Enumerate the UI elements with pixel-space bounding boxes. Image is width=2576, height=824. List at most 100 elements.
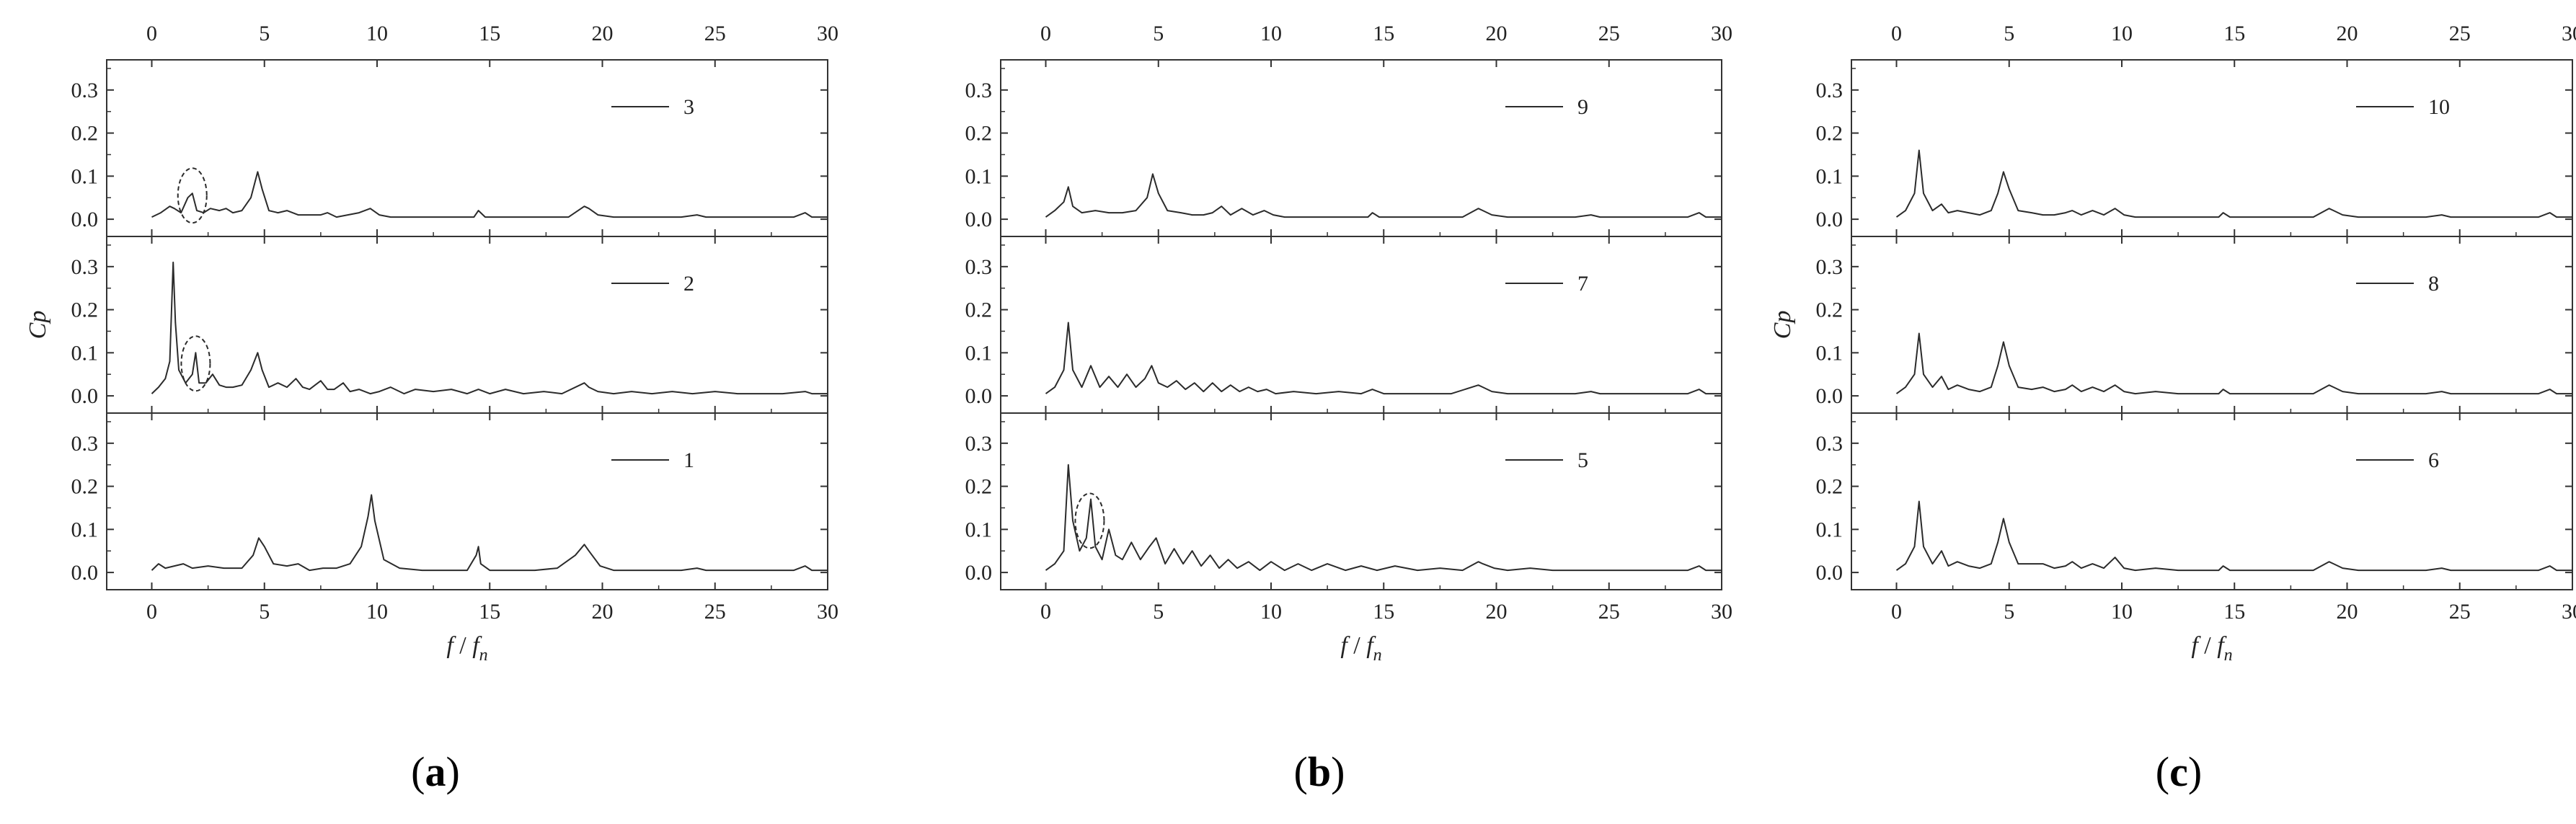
y-tick-label: 0.0 — [71, 208, 99, 231]
y-tick-label: 0.2 — [71, 122, 99, 146]
series-line-3 — [151, 171, 828, 218]
bottom-tick-label: 5 — [259, 600, 270, 624]
y-tick-label: 0.2 — [71, 298, 99, 322]
bottom-tick-label: 0 — [1040, 600, 1051, 624]
top-tick-label: 0 — [1891, 22, 1902, 45]
subplot-frame — [106, 236, 828, 414]
panel-label: (b) — [1294, 748, 1345, 795]
y-tick-label: 0.2 — [965, 298, 993, 322]
legend-label: 10 — [2428, 95, 2450, 119]
top-tick-label: 5 — [259, 22, 270, 45]
y-tick-label: 0.1 — [965, 518, 993, 541]
panel-label-close: ) — [2188, 748, 2202, 795]
top-tick-label: 15 — [1373, 22, 1394, 45]
panel-label: (a) — [411, 748, 460, 795]
series-line-10 — [1895, 149, 2572, 218]
series-line-1 — [151, 494, 828, 572]
x-axis-title-sub: n — [479, 646, 488, 665]
y-tick-label: 0.2 — [965, 122, 993, 146]
legend-label: 7 — [1577, 272, 1588, 296]
bottom-tick-label: 30 — [817, 600, 838, 624]
y-tick-label: 0.1 — [1816, 518, 1844, 541]
y-tick-label: 0.1 — [71, 341, 99, 365]
top-tick-label: 25 — [2449, 22, 2471, 45]
y-tick-label: 0.3 — [965, 79, 993, 102]
top-tick-label: 5 — [2004, 22, 2014, 45]
top-tick-label: 25 — [1598, 22, 1620, 45]
top-tick-label: 15 — [479, 22, 500, 45]
panel-label-open: ( — [411, 748, 425, 795]
y-tick-label: 0.3 — [71, 432, 99, 456]
x-axis-title: f / fn — [1340, 632, 1381, 665]
y-tick-label: 0.0 — [965, 208, 993, 231]
subplot-7: 0.0 0.1 0.2 0.3 7 — [965, 236, 1722, 414]
bottom-tick-label: 15 — [2223, 600, 2245, 624]
top-tick-label: 20 — [1486, 22, 1508, 45]
series-line-5 — [1045, 464, 1722, 572]
top-tick-label: 15 — [2223, 22, 2245, 45]
top-tick-label: 20 — [2337, 22, 2358, 45]
y-tick-label: 0.2 — [965, 475, 993, 499]
y-tick-label: 0.1 — [1816, 164, 1844, 188]
y-axis-title: Cp — [1769, 311, 1796, 340]
subplot-frame — [1000, 412, 1722, 590]
bottom-tick-label: 10 — [2111, 600, 2133, 624]
annotation-ellipse — [1074, 492, 1105, 549]
y-tick-label: 0.3 — [71, 79, 99, 102]
panel-label-close: ) — [1331, 748, 1345, 795]
x-axis-title: f / fn — [2191, 632, 2232, 665]
bottom-tick-label: 25 — [704, 600, 726, 624]
top-tick-label: 10 — [366, 22, 388, 45]
subplot-1: 0.0 0.1 0.2 0.3 1 — [71, 412, 828, 590]
top-tick-label: 0 — [146, 22, 157, 45]
subplot-10: 0.0 0.1 0.2 0.3 10 — [1816, 59, 2573, 237]
x-axis-title-slash: / — [2198, 632, 2217, 659]
top-tick-label: 30 — [1711, 22, 1732, 45]
top-tick-label: 30 — [817, 22, 838, 45]
y-tick-label: 0.0 — [71, 384, 99, 408]
y-tick-label: 0.3 — [71, 255, 99, 279]
top-tick-label: 30 — [2562, 22, 2576, 45]
legend-label: 8 — [2428, 272, 2439, 296]
panel-c: 0510152025300.00.10.20.3100.00.10.20.380… — [1769, 22, 2576, 795]
subplot-5: 0.0 0.1 0.2 0.3 5 — [965, 412, 1722, 590]
x-axis-title-sub: n — [1373, 646, 1382, 665]
panel-label: (c) — [2156, 748, 2202, 795]
subplot-frame — [1851, 412, 2573, 590]
y-tick-label: 0.3 — [1816, 432, 1844, 456]
y-tick-label: 0.3 — [1816, 255, 1844, 279]
y-tick-label: 0.1 — [71, 518, 99, 541]
series-line-6 — [1895, 500, 2572, 572]
bottom-tick-label: 10 — [1260, 600, 1282, 624]
bottom-tick-label: 25 — [1598, 600, 1620, 624]
panel-label-letter: c — [2169, 748, 2188, 795]
subplot-6: 0.0 0.1 0.2 0.3 6 — [1816, 412, 2573, 590]
panel-label-open: ( — [1294, 748, 1308, 795]
y-tick-label: 0.2 — [1816, 475, 1844, 499]
bottom-tick-label: 30 — [2562, 600, 2576, 624]
subplot-9: 0.0 0.1 0.2 0.3 9 — [965, 59, 1722, 237]
subplot-frame — [1851, 59, 2573, 237]
y-axis-title: Cp — [25, 311, 51, 340]
panel-label-letter: a — [425, 748, 446, 795]
x-axis-title: f / fn — [446, 632, 487, 665]
y-tick-label: 0.2 — [71, 475, 99, 499]
top-tick-label: 0 — [1040, 22, 1051, 45]
y-tick-label: 0.2 — [1816, 298, 1844, 322]
y-tick-label: 0.0 — [965, 384, 993, 408]
legend-label: 3 — [683, 95, 694, 119]
y-tick-label: 0.0 — [71, 561, 99, 585]
bottom-tick-label: 20 — [1486, 600, 1508, 624]
y-tick-label: 0.1 — [965, 164, 993, 188]
series-line-7 — [1045, 322, 1722, 395]
legend-label: 5 — [1577, 448, 1588, 472]
panel-label-close: ) — [446, 748, 460, 795]
series-line-9 — [1045, 173, 1722, 218]
y-tick-label: 0.2 — [1816, 122, 1844, 146]
top-tick-label: 10 — [2111, 22, 2133, 45]
top-tick-label: 5 — [1153, 22, 1164, 45]
annotation-ellipse — [180, 335, 211, 392]
y-tick-label: 0.0 — [1816, 561, 1844, 585]
y-tick-label: 0.3 — [965, 432, 993, 456]
